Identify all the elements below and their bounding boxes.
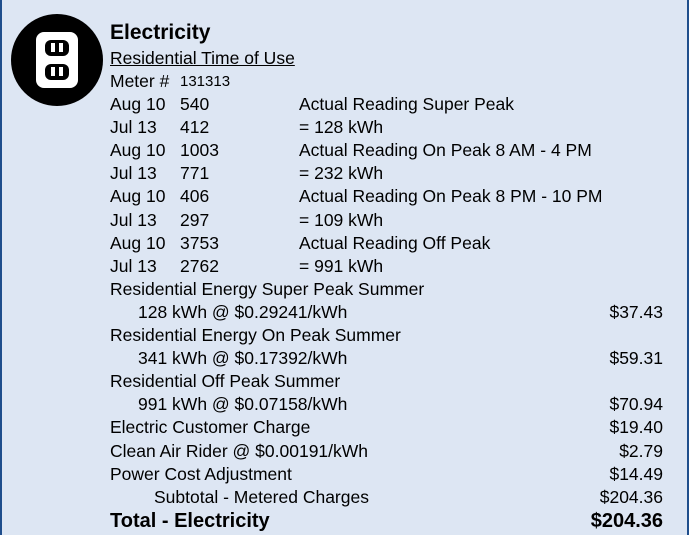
reading-date: Jul 13 bbox=[110, 163, 157, 184]
reading-description: = 109 kWh bbox=[299, 209, 384, 230]
charge-amount: $59.31 bbox=[609, 348, 663, 369]
charge-rate: 991 kWh @ $0.07158/kWh bbox=[138, 394, 348, 415]
charge-label: Power Cost Adjustment bbox=[110, 463, 292, 484]
subtotal-label: Subtotal - Metered Charges bbox=[154, 486, 369, 507]
total-label: Total - Electricity bbox=[110, 509, 270, 532]
charge-name: Residential Energy On Peak Summer bbox=[110, 325, 401, 345]
reading-value: 297 bbox=[180, 209, 210, 230]
reading-value: 540 bbox=[180, 94, 210, 114]
subtitle: Residential Time of Use bbox=[110, 48, 295, 68]
reading-date: Aug 10 bbox=[110, 140, 166, 161]
charge-name: Residential Energy Super Peak Summer bbox=[110, 278, 425, 299]
charge-name: Residential Off Peak Summer bbox=[110, 371, 341, 392]
subtotal-amount: $204.36 bbox=[599, 486, 663, 507]
charge-label: Clean Air Rider @ $0.00191/kWh bbox=[110, 440, 369, 461]
reading-value: 3753 bbox=[180, 232, 219, 253]
charge-amount: $2.79 bbox=[619, 440, 663, 461]
reading-description: = 991 kWh bbox=[299, 255, 384, 276]
title: Electricity bbox=[110, 21, 211, 44]
reading-value: 771 bbox=[180, 163, 210, 184]
meter-number: 131313 bbox=[180, 73, 231, 90]
reading-value: 412 bbox=[180, 117, 210, 138]
reading-value: 1003 bbox=[180, 140, 219, 161]
charge-amount: $19.40 bbox=[609, 417, 663, 438]
reading-description: Actual Reading On Peak 8 PM - 10 PM bbox=[299, 186, 603, 207]
charge-rate: 128 kWh @ $0.29241/kWh bbox=[138, 301, 348, 322]
reading-date: Jul 13 bbox=[110, 117, 157, 138]
charge-amount: $14.49 bbox=[609, 463, 663, 484]
charge-amount: $37.43 bbox=[609, 301, 663, 322]
reading-value: 406 bbox=[180, 186, 210, 207]
reading-date: Aug 10 bbox=[110, 186, 166, 207]
charge-amount: $70.94 bbox=[609, 394, 663, 415]
reading-date: Jul 13 bbox=[110, 255, 157, 276]
reading-date: Aug 10 bbox=[110, 232, 166, 253]
reading-date: Jul 13 bbox=[110, 209, 157, 230]
charge-rate: 341 kWh @ $0.17392/kWh bbox=[138, 348, 348, 369]
meter-label: Meter # bbox=[110, 71, 170, 91]
reading-description: Actual Reading On Peak 8 AM - 4 PM bbox=[299, 140, 592, 161]
reading-description: = 232 kWh bbox=[299, 163, 384, 184]
reading-description: Actual Reading Off Peak bbox=[299, 232, 491, 253]
reading-date: Aug 10 bbox=[110, 94, 166, 114]
reading-description: Actual Reading Super Peak bbox=[299, 94, 514, 114]
reading-value: 2762 bbox=[180, 255, 219, 276]
charge-label: Electric Customer Charge bbox=[110, 417, 311, 438]
reading-description: = 128 kWh bbox=[299, 117, 384, 138]
total-amount: $204.36 bbox=[590, 509, 663, 532]
outlet-icon bbox=[11, 14, 103, 106]
